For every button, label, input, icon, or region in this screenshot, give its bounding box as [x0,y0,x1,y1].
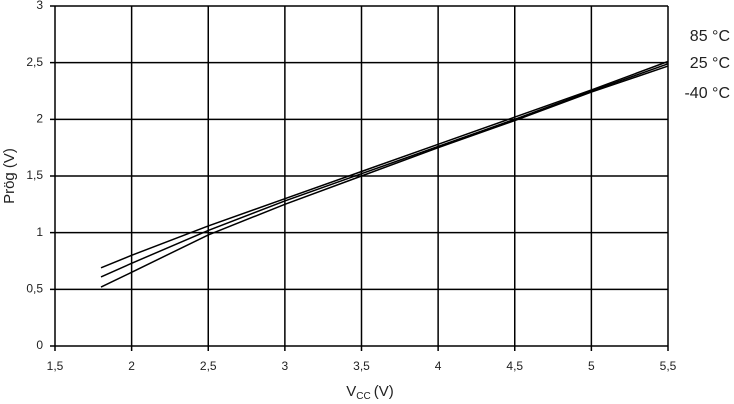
legend-label: 25 °C [690,55,730,72]
x-tick-label: 5 [588,359,595,373]
y-tick-label: 0,5 [26,282,43,296]
y-tick-label: 0 [36,338,43,352]
y-tick-label: 3 [36,0,43,12]
y-tick-label: 2 [36,112,43,126]
x-tick-label: 5,5 [660,359,677,373]
x-tick-label: 1,5 [47,359,64,373]
x-tick-label: 3,5 [353,359,370,373]
series-line [100,60,669,269]
x-tick-label: 4 [435,359,442,373]
x-tick-label: 3 [282,359,289,373]
x-tick-label: 4,5 [506,359,523,373]
series-line [100,63,669,278]
legend-label: 85 °C [690,28,730,45]
x-tick-label: 2 [128,359,135,373]
x-tick-label: 2,5 [200,359,217,373]
series-line [100,65,669,288]
x-axis-label: VCC (V) [346,383,393,402]
y-tick-label: 1 [36,225,43,239]
legend-label: -40 °C [684,85,730,102]
y-axis-label: Prög (V) [1,148,18,204]
y-tick-label: 1,5 [26,168,43,182]
y-tick-label: 2,5 [26,55,43,69]
